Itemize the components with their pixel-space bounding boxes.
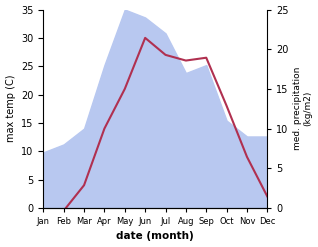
X-axis label: date (month): date (month) (116, 231, 194, 242)
Y-axis label: med. precipitation
(kg/m2): med. precipitation (kg/m2) (293, 67, 313, 150)
Y-axis label: max temp (C): max temp (C) (5, 75, 16, 143)
